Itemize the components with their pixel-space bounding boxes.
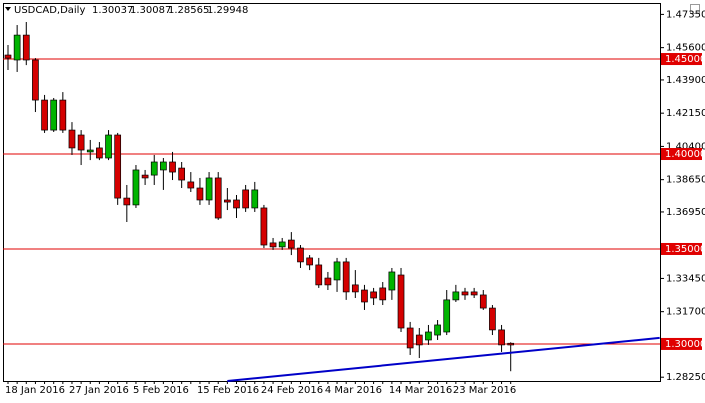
candle-body bbox=[269, 242, 277, 248]
candle-body bbox=[68, 129, 76, 149]
candle-body bbox=[114, 134, 122, 199]
candle-body bbox=[361, 289, 368, 303]
candle-body bbox=[452, 291, 460, 301]
candle-body bbox=[297, 247, 304, 263]
candle-body bbox=[187, 181, 195, 189]
candle-body bbox=[379, 287, 387, 301]
candle-body bbox=[132, 169, 140, 206]
level-label: 1.30000 bbox=[665, 339, 705, 350]
x-tick-label: 14 Mar 2016 bbox=[389, 385, 452, 396]
candle-body bbox=[22, 34, 30, 61]
candle-body bbox=[96, 147, 103, 159]
candle-body bbox=[260, 207, 268, 246]
candle-body bbox=[443, 299, 451, 333]
candle-body bbox=[178, 167, 186, 181]
candle-body bbox=[224, 199, 231, 203]
candle-body bbox=[251, 189, 259, 209]
x-tick-label: 23 Mar 2016 bbox=[453, 385, 516, 396]
candle-body bbox=[214, 177, 222, 219]
level-label: 1.45000 bbox=[665, 54, 705, 65]
candle-body bbox=[242, 189, 249, 209]
candle-body bbox=[169, 161, 176, 173]
y-tick-label: 1.43900 bbox=[666, 75, 705, 86]
candle-body bbox=[41, 99, 48, 131]
level-label: 1.35000 bbox=[665, 244, 705, 255]
candle-body bbox=[50, 99, 58, 131]
candle-body bbox=[105, 134, 112, 159]
menu-arrow[interactable] bbox=[5, 7, 11, 11]
candle-body bbox=[415, 334, 423, 346]
candle-body bbox=[123, 197, 131, 206]
header-open: 1.30037 bbox=[92, 5, 133, 16]
x-tick-label: 27 Jan 2016 bbox=[69, 385, 129, 396]
candle-body bbox=[77, 134, 85, 151]
header-low: 1.28565 bbox=[168, 5, 209, 16]
candle-body bbox=[150, 161, 158, 176]
candle-body bbox=[86, 149, 94, 153]
candle-body bbox=[205, 177, 213, 201]
candle-body bbox=[351, 284, 359, 293]
level-label: 1.40000 bbox=[665, 149, 705, 160]
candle-body bbox=[13, 34, 21, 61]
candle-body bbox=[342, 261, 350, 293]
candle-body bbox=[324, 277, 332, 286]
candle-body bbox=[4, 54, 12, 59]
candle-body bbox=[59, 99, 67, 131]
candle-body bbox=[233, 199, 240, 209]
y-tick-label: 1.40400 bbox=[666, 141, 705, 152]
y-tick-label: 1.42150 bbox=[666, 108, 705, 119]
chart-title: USDCAD,Daily bbox=[14, 5, 85, 16]
candle-body bbox=[306, 257, 313, 266]
candle-body bbox=[479, 294, 487, 309]
window-button[interactable] bbox=[690, 4, 700, 14]
header-high: 1.30087 bbox=[130, 5, 171, 16]
candle-body bbox=[315, 264, 323, 286]
level-label-box bbox=[661, 148, 702, 161]
candle-body bbox=[461, 291, 469, 296]
x-tick-label: 18 Jan 2016 bbox=[5, 385, 65, 396]
y-tick-label: 1.31700 bbox=[666, 307, 705, 318]
candle-body bbox=[406, 327, 414, 349]
candle-body bbox=[470, 291, 478, 296]
level-label-box bbox=[661, 53, 702, 66]
candle-body bbox=[333, 261, 341, 281]
candle-body bbox=[196, 187, 204, 201]
candle-body bbox=[425, 331, 432, 341]
level-label-box bbox=[661, 337, 702, 350]
candle-body bbox=[278, 241, 286, 248]
plot-frame bbox=[3, 3, 661, 382]
candle-body bbox=[397, 274, 405, 329]
x-tick-label: 15 Feb 2016 bbox=[197, 385, 259, 396]
y-tick-label: 1.33450 bbox=[666, 273, 705, 284]
y-tick-label: 1.47350 bbox=[666, 9, 705, 20]
candle-body bbox=[160, 161, 167, 171]
candle-body bbox=[434, 324, 441, 336]
x-tick-label: 24 Feb 2016 bbox=[261, 385, 323, 396]
candle-body bbox=[507, 342, 515, 346]
candle-body bbox=[141, 174, 149, 179]
trendline bbox=[227, 336, 660, 382]
level-label-box bbox=[661, 242, 702, 255]
y-tick-label: 1.28250 bbox=[666, 372, 705, 383]
x-tick-label: 4 Mar 2016 bbox=[325, 385, 382, 396]
x-tick-label: 5 Feb 2016 bbox=[133, 385, 189, 396]
candle-body bbox=[32, 59, 39, 101]
y-tick-label: 1.36950 bbox=[666, 207, 705, 218]
candle-body bbox=[370, 291, 377, 299]
header-close: 1.29948 bbox=[207, 5, 248, 16]
candle-body bbox=[287, 239, 295, 249]
candle-body bbox=[498, 329, 505, 346]
candle-body bbox=[489, 307, 496, 331]
y-tick-label: 1.38650 bbox=[666, 175, 705, 186]
candle-body bbox=[388, 271, 396, 291]
y-tick-label: 1.45600 bbox=[666, 43, 705, 54]
